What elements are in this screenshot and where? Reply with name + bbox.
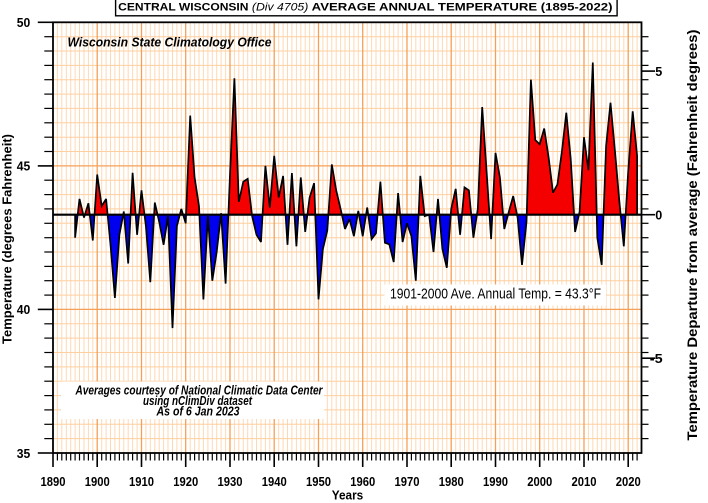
svg-text:2000: 2000 xyxy=(527,474,552,489)
svg-text:1950: 1950 xyxy=(306,474,331,489)
svg-text:5: 5 xyxy=(655,64,662,79)
svg-text:40: 40 xyxy=(17,302,31,317)
svg-text:1960: 1960 xyxy=(350,474,375,489)
svg-text:CENTRAL WISCONSIN (Div 4705) A: CENTRAL WISCONSIN (Div 4705) AVERAGE ANN… xyxy=(118,2,613,14)
svg-text:1901-2000 Ave. Annual Temp. =: 1901-2000 Ave. Annual Temp. = 43.3°F xyxy=(390,285,601,302)
svg-text:1940: 1940 xyxy=(262,474,287,489)
svg-text:Temperature Departure from ave: Temperature Departure from average (Fahr… xyxy=(684,30,700,441)
svg-text:0: 0 xyxy=(655,208,662,223)
svg-text:As of 6 Jan 2023: As of 6 Jan 2023 xyxy=(156,405,240,419)
svg-text:Years: Years xyxy=(332,488,364,503)
svg-text:-5: -5 xyxy=(650,351,663,366)
svg-text:1890: 1890 xyxy=(41,474,66,489)
svg-text:45: 45 xyxy=(17,159,31,174)
svg-text:1990: 1990 xyxy=(483,474,508,489)
svg-text:1900: 1900 xyxy=(85,474,110,489)
svg-text:1920: 1920 xyxy=(173,474,198,489)
svg-text:Temperature (degrees Fahrenhe: Temperature (degrees Fahrenheit) xyxy=(0,134,15,344)
svg-text:using nClimDiv dataset: using nClimDiv dataset xyxy=(143,394,253,408)
svg-text:Averages courtesy of National: Averages courtesy of National Climatic D… xyxy=(75,383,324,397)
svg-text:1930: 1930 xyxy=(218,474,243,489)
svg-text:50: 50 xyxy=(17,15,31,30)
svg-text:2010: 2010 xyxy=(572,474,597,489)
svg-text:1910: 1910 xyxy=(129,474,154,489)
svg-text:1980: 1980 xyxy=(439,474,464,489)
svg-text:Wisconsin State Climatology Of: Wisconsin State Climatology Office xyxy=(68,34,272,49)
svg-text:1970: 1970 xyxy=(395,474,420,489)
svg-text:2020: 2020 xyxy=(616,474,641,489)
svg-text:35: 35 xyxy=(17,446,31,461)
